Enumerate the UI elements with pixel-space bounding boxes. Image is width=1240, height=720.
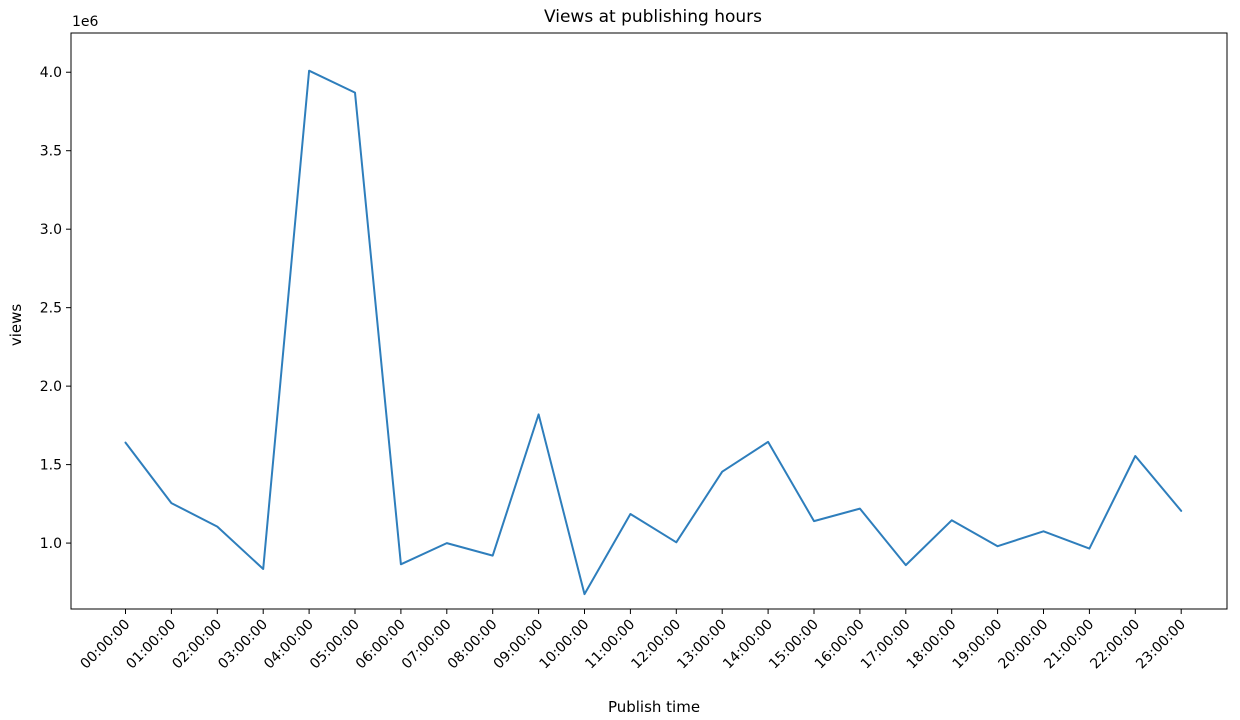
x-axis-title: Publish time [608, 698, 700, 716]
x-tick-label: 07:00:00 [399, 617, 455, 673]
x-tick-label: 02:00:00 [169, 617, 225, 673]
x-tick-label: 03:00:00 [215, 617, 271, 673]
y-tick-label: 3.0 [40, 222, 62, 238]
y-tick-label: 1.5 [40, 458, 62, 474]
y-tick-label: 2.5 [40, 301, 62, 317]
x-tick-label: 01:00:00 [123, 617, 179, 673]
y-tick-label: 3.5 [40, 144, 62, 160]
x-tick-label: 05:00:00 [307, 617, 363, 673]
x-tick-label: 16:00:00 [812, 617, 868, 673]
y-tick-label: 2.0 [40, 379, 62, 395]
x-tick-label: 20:00:00 [996, 617, 1052, 673]
x-tick-label: 10:00:00 [537, 617, 593, 673]
y-axis-title: views [7, 304, 25, 347]
x-tick-label: 13:00:00 [674, 617, 730, 673]
y-tick-label: 1.0 [40, 536, 62, 552]
x-tick-label: 17:00:00 [858, 617, 914, 673]
x-tick-label: 06:00:00 [353, 617, 409, 673]
x-tick-label: 23:00:00 [1133, 617, 1189, 673]
plot-frame [70, 32, 1228, 610]
chart-title: Views at publishing hours [544, 7, 762, 27]
y-tick-label: 4.0 [40, 65, 62, 81]
plot-area: 1.0 1.5 2.0 2.5 3.0 3.5 4.0 00:00:0001:00:0002:… [40, 32, 1228, 673]
x-tick-label: 15:00:00 [766, 617, 822, 673]
y-offset-label: 1e6 [72, 14, 99, 30]
x-tick-label: 11:00:00 [582, 617, 638, 673]
x-tick-label: 18:00:00 [904, 617, 960, 673]
x-tick-label: 12:00:00 [628, 617, 684, 673]
x-tick-label: 09:00:00 [491, 617, 547, 673]
x-tick-label: 22:00:00 [1087, 617, 1143, 673]
x-tick-label: 04:00:00 [261, 617, 317, 673]
x-tick-label: 00:00:00 [78, 617, 134, 673]
x-tick-label: 19:00:00 [950, 617, 1006, 673]
x-tick-label: 08:00:00 [445, 617, 501, 673]
views-series-line [124, 69, 1183, 596]
x-tick-label: 21:00:00 [1041, 617, 1097, 673]
x-tick-label: 14:00:00 [720, 617, 776, 673]
